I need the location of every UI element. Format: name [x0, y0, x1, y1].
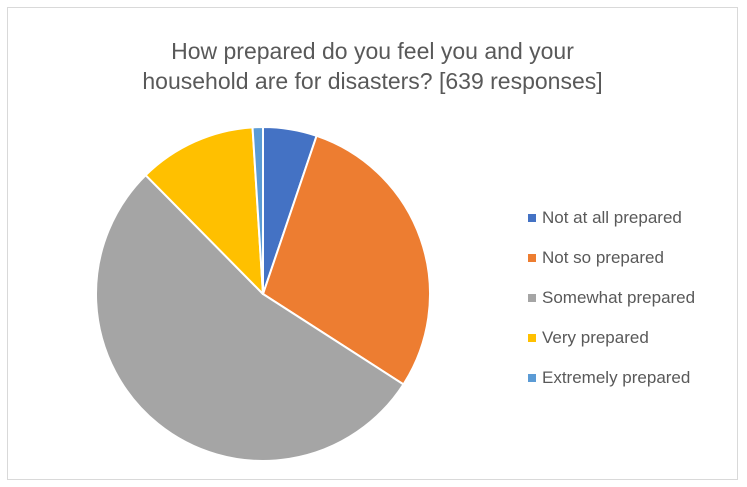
pie-slice-not-so-prepared [262, 134, 431, 386]
legend-swatch-not-so-prepared [528, 254, 536, 262]
pie-slices [95, 126, 431, 462]
legend-item-not-at-all-prepared: Not at all prepared [528, 198, 738, 238]
pie-slice-extremely-prepared [251, 126, 264, 295]
legend-label-very-prepared: Very prepared [542, 328, 649, 347]
legend-label-not-at-all-prepared: Not at all prepared [542, 208, 682, 227]
legend-item-somewhat-prepared: Somewhat prepared [528, 278, 738, 318]
legend-item-very-prepared: Very prepared [528, 318, 738, 358]
legend-item-extremely-prepared: Extremely prepared [528, 358, 738, 398]
legend-label-extremely-prepared: Extremely prepared [542, 368, 691, 387]
legend-swatch-somewhat-prepared [528, 294, 536, 302]
legend-label-not-so-prepared: Not so prepared [542, 248, 664, 267]
chart-title-line-2: household are for disasters? [639 respon… [142, 68, 603, 94]
legend-swatch-very-prepared [528, 334, 536, 342]
pie-slice-very-prepared [144, 126, 264, 295]
chart-title: How prepared do you feel you and your ho… [8, 36, 737, 96]
legend-item-not-so-prepared: Not so prepared [528, 238, 738, 278]
pie-slice-somewhat-prepared [95, 174, 405, 462]
legend-swatch-extremely-prepared [528, 374, 536, 382]
chart-title-line-1: How prepared do you feel you and your [171, 38, 574, 64]
legend-label-somewhat-prepared: Somewhat prepared [542, 288, 696, 307]
legend: Not at all prepared Not so prepared Some… [528, 198, 738, 398]
legend-swatch-not-at-all-prepared [528, 214, 536, 222]
